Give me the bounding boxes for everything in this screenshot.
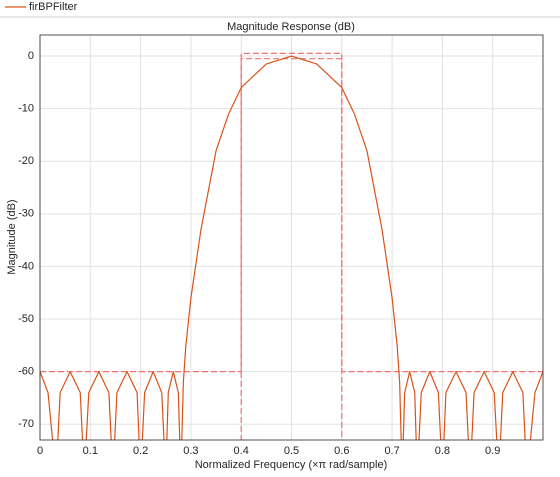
x-tick-label: 0.2 — [133, 445, 148, 457]
response-line — [40, 55, 543, 440]
y-tick-label: -50 — [18, 313, 34, 325]
x-tick-label: 0.5 — [284, 445, 299, 457]
x-tick-label: 0 — [37, 445, 43, 457]
y-tick-label: -60 — [18, 366, 34, 378]
y-axis-label: Magnitude (dB) — [6, 199, 18, 274]
y-tick-label: -30 — [18, 208, 34, 220]
x-axis-label: Normalized Frequency (×π rad/sample) — [195, 459, 388, 471]
chart-title: Magnitude Response (dB) — [227, 21, 355, 33]
x-tick-label: 0.3 — [183, 445, 198, 457]
x-tick-label: 0.1 — [83, 445, 98, 457]
mask-line — [40, 52, 543, 373]
legend-label: firBPFilter — [29, 1, 78, 13]
x-tick-label: 0.7 — [384, 445, 399, 457]
x-tick-label: 0.8 — [435, 445, 450, 457]
y-tick-label: 0 — [28, 50, 34, 62]
x-tick-label: 0.9 — [485, 445, 500, 457]
y-tick-label: -20 — [18, 155, 34, 167]
plot-border — [39, 34, 544, 441]
x-tick-label: 0.4 — [234, 445, 249, 457]
y-tick-label: -40 — [18, 260, 34, 272]
y-tick-label: -10 — [18, 103, 34, 115]
mask-line — [240, 58, 343, 440]
y-tick-label: -70 — [18, 418, 34, 430]
x-tick-label: 0.6 — [334, 445, 349, 457]
